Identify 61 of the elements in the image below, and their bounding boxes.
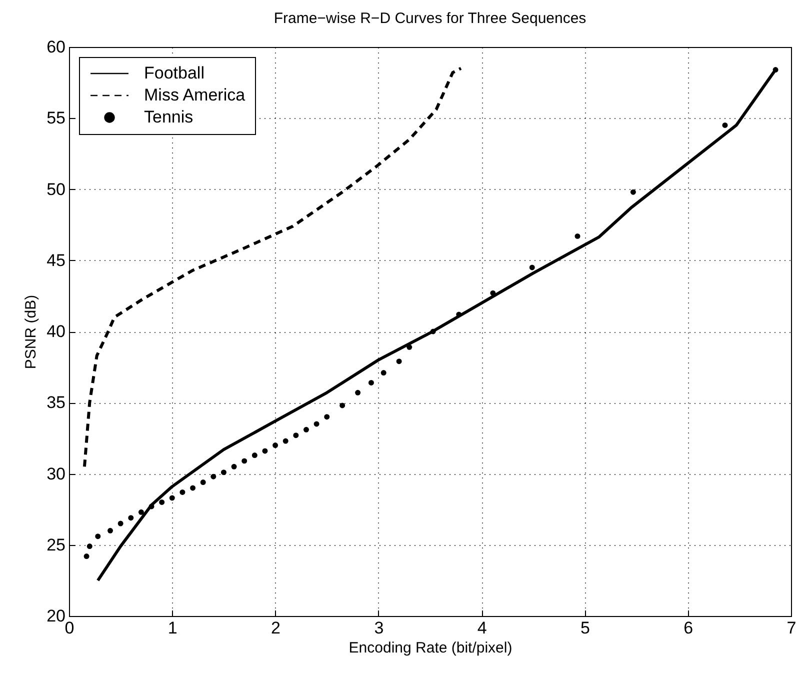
point <box>84 554 90 559</box>
point <box>210 474 216 480</box>
x-axis-title: Encoding Rate (bit/pixel) <box>348 640 512 656</box>
point <box>380 370 386 376</box>
y-axis-title: PSNR (dB) <box>22 294 40 370</box>
point <box>490 290 496 296</box>
point <box>340 402 346 408</box>
legend-label: Football <box>144 64 204 82</box>
point <box>303 426 309 432</box>
point <box>180 490 186 495</box>
y-tick-label: 50 <box>46 180 66 199</box>
chart-title: Frame−wise R−D Curves for Three Sequences <box>274 10 586 27</box>
legend-label: Miss America <box>144 86 246 104</box>
point <box>262 448 268 454</box>
point <box>148 504 154 510</box>
point <box>396 358 402 364</box>
point <box>95 534 101 540</box>
point <box>242 458 248 464</box>
point <box>574 233 580 239</box>
point <box>772 67 778 72</box>
point <box>355 390 361 396</box>
point <box>529 264 535 270</box>
y-tick-label: 45 <box>46 250 66 270</box>
point <box>138 509 144 515</box>
point <box>368 380 374 386</box>
x-tick-label: 0 <box>64 618 74 638</box>
point <box>220 470 226 476</box>
point <box>272 442 278 448</box>
point <box>190 485 196 491</box>
point <box>118 520 124 526</box>
point <box>231 464 237 470</box>
x-tick-label: 4 <box>477 618 487 638</box>
y-tick-label: 30 <box>46 464 66 484</box>
legend-label: Tennis <box>144 108 194 126</box>
x-tick-label: 5 <box>580 618 590 638</box>
point <box>252 452 258 458</box>
y-tick-label: 20 <box>46 606 66 626</box>
x-tick-label: 1 <box>168 618 178 638</box>
point <box>200 480 206 486</box>
point <box>722 122 728 128</box>
x-tick-label: 6 <box>684 618 694 638</box>
y-tick-label: 55 <box>46 108 66 128</box>
point <box>86 544 92 550</box>
point <box>630 189 636 195</box>
point <box>282 438 288 444</box>
y-tick-label: 25 <box>46 535 66 554</box>
point <box>159 499 165 505</box>
point <box>406 344 412 350</box>
point <box>430 328 436 334</box>
point <box>314 421 320 427</box>
y-tick-label: 35 <box>46 393 66 412</box>
point <box>108 528 113 534</box>
y-tick-label: 40 <box>46 322 66 341</box>
x-tick-label: 7 <box>786 618 796 638</box>
y-tick-label: 60 <box>46 38 66 56</box>
point <box>324 414 330 420</box>
point <box>293 432 299 438</box>
point <box>169 495 175 501</box>
point <box>128 515 134 521</box>
x-tick-label: 3 <box>374 618 384 638</box>
x-tick-label: 2 <box>271 618 281 638</box>
